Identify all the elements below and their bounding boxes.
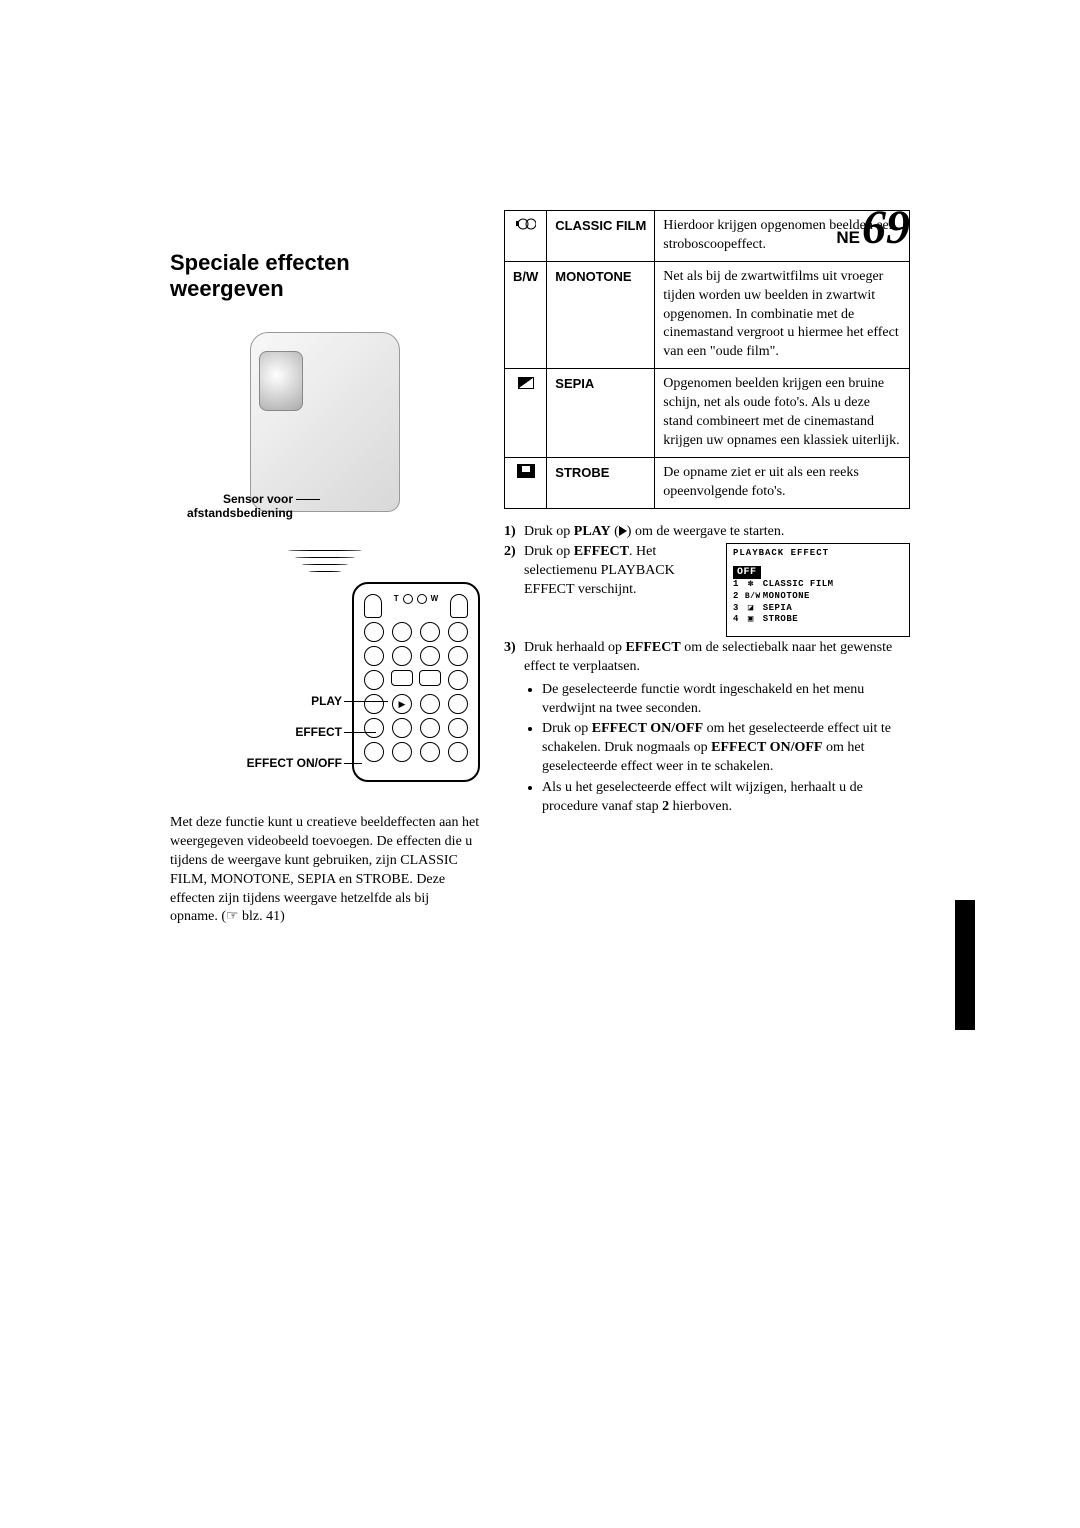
- section-title-bar: Speciale effecten weergeven: [170, 250, 470, 302]
- page-number: 69: [862, 201, 910, 254]
- remote-body: T W ▶: [352, 582, 480, 782]
- effect-name: STROBE: [547, 457, 655, 508]
- right-column: CLASSIC FILMHierdoor krijgen opgenomen b…: [504, 210, 910, 927]
- effect-icon-cell: [505, 457, 547, 508]
- remote-effect-label: EFFECT: [170, 725, 342, 739]
- camera-body: [250, 332, 400, 512]
- remote-dot: [417, 594, 427, 604]
- page-header: NE69: [836, 200, 910, 255]
- effect-name: MONOTONE: [547, 261, 655, 368]
- bullet-item: Als u het geselecteerde effect wilt wijz…: [542, 779, 910, 817]
- lcd-row: 3 ◪ SEPIA: [733, 603, 903, 615]
- effect-icon-cell: B/W: [505, 261, 547, 368]
- effect-desc: Net als bij de zwartwitfilms uit vroeger…: [655, 261, 910, 368]
- sensor-label: Sensor voor afstandsbediening: [170, 492, 293, 520]
- table-row: B/WMONOTONENet als bij de zwartwitfilms …: [505, 261, 910, 368]
- lcd-off: OFF: [733, 566, 761, 579]
- wave-2: [295, 557, 355, 558]
- camera-illustration: Sensor voor afstandsbediening: [170, 302, 480, 542]
- effect-icon-cell: [505, 211, 547, 262]
- wave-4: [309, 571, 341, 572]
- effect-icon-cell: [505, 369, 547, 458]
- play-icon: [619, 526, 627, 536]
- zoom-w-label: W: [431, 594, 439, 603]
- table-row: SEPIAOpgenomen beelden krijgen een bruin…: [505, 369, 910, 458]
- lcd-menu: PLAYBACK EFFECT OFF 1 ✽ CLASSIC FILM2 B/…: [726, 543, 910, 636]
- remote-play-label: PLAY: [170, 694, 342, 708]
- remote-illustration: PLAY EFFECT EFFECT ON/OFF T W: [170, 582, 480, 792]
- steps: 1) Druk op PLAY () om de weergave te sta…: [504, 523, 910, 819]
- remote-zoom-t: [364, 594, 382, 618]
- bullet-item: De geselecteerde functie wordt ingeschak…: [542, 681, 910, 719]
- effect-desc: Opgenomen beelden krijgen een bruine sch…: [655, 369, 910, 458]
- lcd-row: 4 ▣ STROBE: [733, 614, 903, 626]
- wave-1: [288, 550, 362, 551]
- step-2: 2) Druk op EFFECT. Het selectiemenu PLAY…: [504, 543, 910, 636]
- effect-desc: De opname ziet er uit als een reeks opee…: [655, 457, 910, 508]
- content-columns: Speciale effecten weergeven Sensor voor …: [170, 210, 910, 927]
- page-lang: NE: [836, 228, 860, 247]
- lcd-row: 2 B/W MONOTONE: [733, 591, 903, 603]
- table-row: STROBEDe opname ziet er uit als een reek…: [505, 457, 910, 508]
- lcd-title: PLAYBACK EFFECT: [733, 548, 903, 560]
- page-index-tab: [955, 900, 975, 1030]
- effect-name: SEPIA: [547, 369, 655, 458]
- section-title: Speciale effecten weergeven: [170, 250, 470, 302]
- camera-lens: [259, 351, 303, 411]
- remote-zoom-w: [450, 594, 468, 618]
- sensor-leader-line: [296, 499, 320, 500]
- lcd-row: 1 ✽ CLASSIC FILM: [733, 579, 903, 591]
- bullet-item: Druk op EFFECT ON/OFF om het geselecteer…: [542, 720, 910, 777]
- ir-waves: [170, 550, 480, 572]
- zoom-t-label: T: [394, 594, 399, 603]
- remote-onoff-label: EFFECT ON/OFF: [170, 756, 342, 770]
- step-1: 1) Druk op PLAY () om de weergave te sta…: [504, 523, 910, 542]
- remote-dot: [403, 594, 413, 604]
- wave-3: [302, 564, 348, 565]
- effect-name: CLASSIC FILM: [547, 211, 655, 262]
- left-column: Speciale effecten weergeven Sensor voor …: [170, 210, 480, 927]
- left-description: Met deze functie kunt u creatieve beelde…: [170, 814, 480, 927]
- step-3: 3) Druk herhaald op EFFECT om de selecti…: [504, 639, 910, 819]
